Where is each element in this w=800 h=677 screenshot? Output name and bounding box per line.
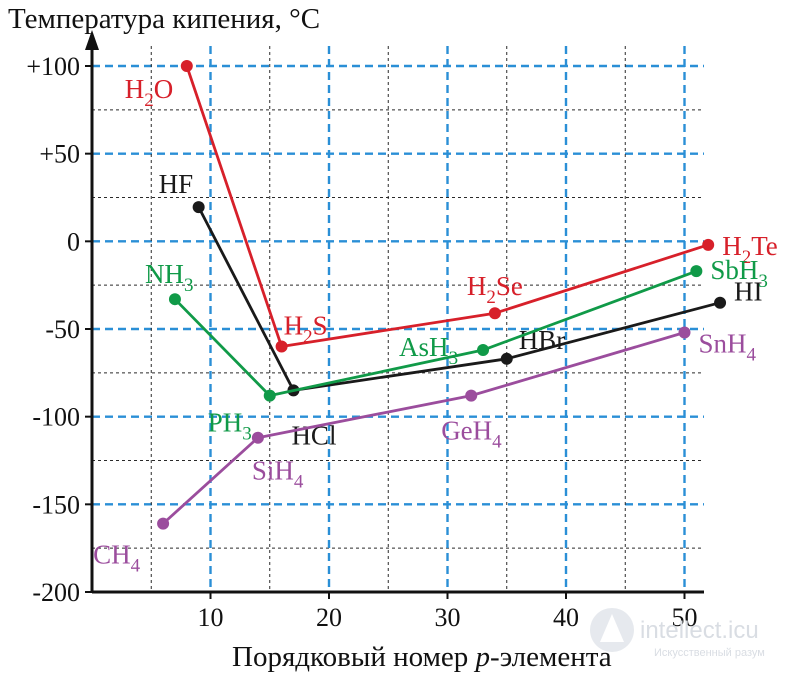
- y-tick-label: +100: [26, 52, 80, 81]
- formula-main: SiH: [252, 456, 294, 486]
- formula-main: AsH: [399, 332, 449, 362]
- formula-subscript: 4: [131, 556, 141, 577]
- y-tick-label: -100: [32, 403, 80, 432]
- data-point-group16: [702, 238, 715, 251]
- formula-main: PH: [208, 408, 243, 438]
- data-point-group15: [690, 265, 703, 278]
- watermark-logo: intellect.icu Искусственный разум: [590, 608, 765, 659]
- data-point-group16: [488, 307, 501, 320]
- data-point-group17: [192, 201, 205, 214]
- formula-main: HF: [159, 169, 194, 199]
- y-tick-label: +50: [39, 140, 80, 169]
- formula-subscript: 3: [242, 424, 252, 445]
- series-line-group16: [185, 65, 709, 348]
- data-label-group14: GeH4: [441, 416, 502, 453]
- x-tick-label: 30: [435, 603, 461, 632]
- x-tick-label: 40: [553, 603, 579, 632]
- x-tick-label: 20: [316, 603, 342, 632]
- y-tick-label: -50: [45, 315, 80, 344]
- formula-subscript: 4: [492, 432, 502, 453]
- formula-main: H: [467, 271, 487, 301]
- formula-main: H: [125, 74, 145, 104]
- y-tick-label: -150: [32, 490, 80, 519]
- x-tick-label: 10: [198, 603, 224, 632]
- formula-subscript: 4: [747, 345, 757, 366]
- formula-subscript: 2: [303, 327, 313, 348]
- data-point-group15: [168, 293, 181, 306]
- data-label-group15: PH3: [208, 408, 252, 445]
- series-line-group17: [197, 206, 721, 392]
- x-axis-title-part1: Порядковый номер: [232, 641, 476, 673]
- data-label-group16: H2O: [125, 74, 174, 111]
- data-label-group16: H2S: [284, 311, 328, 348]
- formula-main: NH: [145, 259, 184, 289]
- series-line-group15: [173, 269, 697, 398]
- data-label-group14: CH4: [93, 540, 141, 577]
- formula-subscript: 3: [184, 275, 194, 296]
- data-label-group14: SiH4: [252, 456, 304, 493]
- data-point-group14: [465, 389, 478, 402]
- y-axis-title: Температура кипения, °C: [8, 3, 320, 35]
- data-point-group14: [157, 517, 170, 530]
- data-point-group15: [263, 389, 276, 402]
- data-label-group14: SnH4: [699, 329, 757, 366]
- formula-tail: Te: [751, 231, 778, 261]
- formula-subscript: 3: [449, 348, 459, 369]
- data-label-group15: AsH3: [399, 332, 458, 369]
- y-axis-arrow: [85, 30, 99, 50]
- formula-subscript: 2: [486, 287, 496, 308]
- watermark-tagline: Искусственный разум: [654, 647, 765, 659]
- data-point-group16: [275, 340, 288, 353]
- data-point-group15: [477, 344, 490, 357]
- axes: [85, 30, 704, 594]
- data-label-group17: HI: [734, 277, 763, 307]
- data-label-group17: HF: [159, 169, 194, 199]
- formula-main: H: [722, 231, 742, 261]
- formula-main: SbH: [710, 255, 758, 285]
- formula-tail: O: [154, 74, 174, 104]
- grid: [92, 46, 704, 592]
- data-point-group17: [714, 296, 727, 309]
- formula-tail: S: [313, 311, 328, 341]
- x-axis-title: Порядковый номер p-элемента: [232, 641, 612, 673]
- data-label-group16: H2Te: [722, 231, 778, 268]
- formula-subscript: 3: [758, 271, 768, 292]
- data-point-group17: [500, 352, 513, 365]
- formula-subscript: 2: [144, 90, 154, 111]
- formula-main: SnH: [699, 329, 747, 359]
- formula-subscript: 4: [294, 472, 304, 493]
- data-label-group16: H2Se: [467, 271, 523, 308]
- formula-main: GeH: [441, 416, 492, 446]
- watermark-brand: intellect.icu: [640, 617, 759, 644]
- x-axis-title-part2: -элемента: [490, 641, 612, 673]
- formula-main: CH: [93, 540, 131, 570]
- y-tick-label: -200: [32, 578, 80, 607]
- y-tick-label: 0: [67, 227, 80, 256]
- x-tick-label: 50: [672, 603, 698, 632]
- data-point-group16: [180, 60, 193, 72]
- formula-main: H: [284, 311, 304, 341]
- x-axis-title-p: p: [474, 641, 491, 673]
- data-label-group15: NH3: [145, 259, 194, 296]
- tick-labels: +100 +50 0 -50 -100 -150 -200 10 20 30 40 50: [26, 52, 697, 632]
- series-line-group14: [162, 331, 685, 525]
- formula-subscript: 2: [742, 247, 752, 268]
- formula-tail: Se: [496, 271, 523, 301]
- data-point-group14: [251, 431, 264, 444]
- watermark-logo-triangle: [600, 614, 624, 642]
- data-point-group14: [678, 326, 691, 339]
- data-label-group17: HBr: [519, 325, 566, 355]
- series: H2OH2SH2SeH2TeHFHClHBrHINH3PH3AsH3SbH3CH…: [93, 60, 778, 577]
- formula-main: HI: [734, 277, 763, 307]
- data-label-group15: SbH3: [710, 255, 768, 292]
- formula-main: HBr: [519, 325, 566, 355]
